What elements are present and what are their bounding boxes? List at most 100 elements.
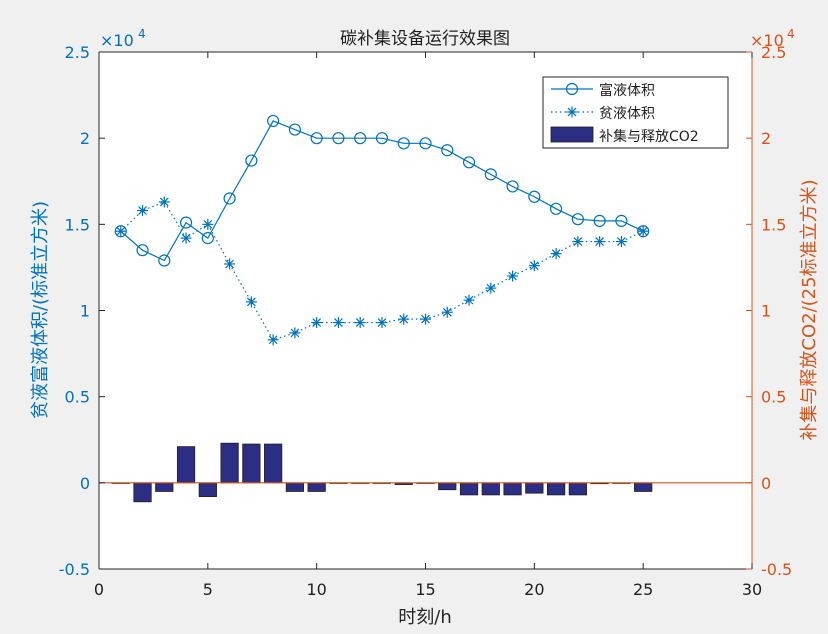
lean-liquid-point <box>180 232 192 244</box>
rich-liquid-point <box>375 132 389 145</box>
co2-bar <box>264 443 283 484</box>
lean-liquid-point <box>289 327 301 339</box>
lean-liquid-point <box>311 317 323 329</box>
y-tick-label-right: 2.5 <box>761 43 786 62</box>
co2-bar <box>459 482 479 496</box>
y-axis-label-left: 贫液富液体积/(标准立方米) <box>30 201 51 419</box>
rich-liquid-point <box>593 214 606 227</box>
lean-liquid-point <box>528 260 540 272</box>
co2-bar <box>198 482 217 498</box>
lean-liquid-point <box>158 196 170 208</box>
exponent-right-base: ×10 <box>750 31 784 50</box>
x-axis-label: 时刻/h <box>398 607 451 628</box>
legend-rich-label: 富液体积 <box>599 82 655 99</box>
x-tick-label: 25 <box>633 580 653 599</box>
rich-liquid-point <box>397 137 410 150</box>
lean-liquid-point <box>463 294 475 306</box>
co2-bar <box>220 442 239 484</box>
exponent-right-power: 4 <box>787 27 795 41</box>
co2-bar <box>634 482 653 492</box>
lean-liquid-point <box>572 236 584 248</box>
co2-bar <box>155 482 174 492</box>
co2-bar <box>176 446 196 484</box>
co2-bar <box>242 443 261 484</box>
lean-liquid-point <box>202 218 214 230</box>
rich-liquid-point <box>158 254 171 267</box>
y-tick-label-left: 0 <box>80 474 90 493</box>
rich-liquid-point <box>267 114 280 128</box>
y-tick-label-left: 1.5 <box>65 215 90 234</box>
legend-circle-marker-icon <box>565 82 579 96</box>
y-tick-label-left: 0.5 <box>65 388 90 407</box>
y-tick-label-left: 2 <box>80 129 90 148</box>
x-tick-label: 10 <box>306 580 326 599</box>
x-tick-label: 15 <box>415 580 435 599</box>
chart-title: 碳补集设备运行效果图 <box>340 29 510 49</box>
lean-liquid-point <box>137 205 149 217</box>
exponent-right: ×10 4 <box>750 27 795 50</box>
rich-liquid-point <box>136 244 149 257</box>
co2-bar <box>438 482 457 491</box>
legend-lean-label: 贫液体积 <box>599 106 655 122</box>
y-tick-label-right: 0.5 <box>761 388 786 407</box>
rich-liquid-point <box>615 214 628 227</box>
lean-liquid-point <box>115 225 127 237</box>
lean-liquid-point <box>245 296 257 308</box>
y-tick-label-right: 2 <box>761 129 771 148</box>
co2-bar <box>285 482 305 492</box>
y-tick-label-left: 2.5 <box>65 43 90 62</box>
co2-bar <box>525 482 544 494</box>
co2-bar <box>503 482 522 496</box>
lean-liquid-point <box>354 317 366 329</box>
lean-liquid-point <box>485 282 497 294</box>
co2-bar <box>133 482 152 503</box>
rich-liquid-point <box>462 156 476 169</box>
rich-liquid-point <box>528 190 541 203</box>
co2-bar <box>568 482 587 496</box>
legend: 富液体积 贫液体积 补集与释放CO2 <box>542 76 729 149</box>
rich-liquid-line <box>120 120 644 262</box>
ticks: 0 5 10 15 20 25 30-0.500.511.522.5-0.500.511.5… <box>59 43 792 599</box>
lean-liquid-point <box>376 317 388 329</box>
y-tick-label-right: -0.5 <box>761 560 792 579</box>
co2-bar <box>481 482 500 496</box>
y-axis-label-right: 补集与释放CO2/(25标准立方米) <box>799 179 820 440</box>
y-tick-label-left: 1 <box>80 302 90 321</box>
lean-liquid-point <box>398 313 410 325</box>
exponent-left-power: 4 <box>138 27 146 41</box>
rich-liquid-point <box>223 192 236 205</box>
y-tick-label-right: 1.5 <box>761 215 786 234</box>
legend-bar-label: 补集与释放CO2 <box>599 128 699 145</box>
rich-liquid-point <box>332 132 345 145</box>
lean-liquid-point <box>615 236 627 248</box>
co2-bar <box>307 482 326 492</box>
bar-series <box>111 442 653 503</box>
y-tick-label-right: 1 <box>761 302 771 321</box>
lean-liquid-point <box>637 225 649 237</box>
exponent-left: ×10 4 <box>100 27 146 50</box>
lean-liquid-point <box>332 317 344 329</box>
rich-liquid-point <box>549 202 563 215</box>
lean-liquid-point <box>441 306 453 318</box>
rich-liquid-point <box>179 216 193 229</box>
legend-bar-swatch <box>550 126 594 143</box>
rich-liquid-point <box>484 168 497 181</box>
y-tick-label-right: 0 <box>761 474 771 493</box>
lean-liquid-point <box>594 236 606 248</box>
rich-liquid-point <box>354 132 367 145</box>
legend-star-marker-icon <box>566 106 578 118</box>
x-tick-label: 20 <box>524 580 544 599</box>
rich-liquid-point <box>288 123 301 136</box>
lean-liquid-point <box>224 258 236 270</box>
legend-star-glyph <box>566 106 578 118</box>
x-tick-label: 5 <box>203 580 213 599</box>
lean-liquid-point <box>420 313 431 325</box>
lean-liquid-point <box>267 334 279 346</box>
rich-liquid-point <box>245 154 258 167</box>
lean-liquid-point <box>507 270 519 282</box>
rich-liquid-point <box>571 213 584 226</box>
rich-liquid-point <box>419 137 432 150</box>
x-tick-label: 0 <box>94 580 104 599</box>
rich-liquid-point <box>310 132 323 145</box>
